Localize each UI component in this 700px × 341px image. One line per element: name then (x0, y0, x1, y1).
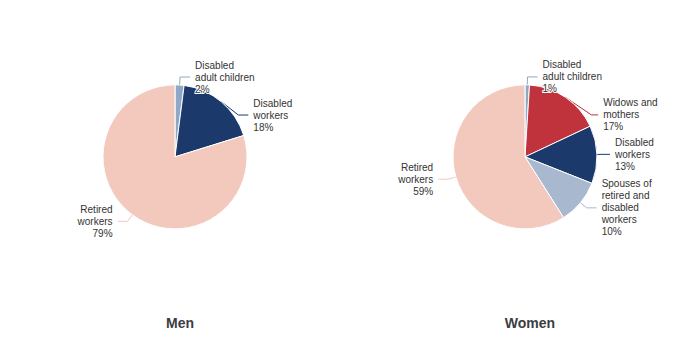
svg-text:Disabled: Disabled (543, 59, 582, 70)
svg-text:Widows and: Widows and (603, 97, 657, 108)
svg-text:2%: 2% (195, 84, 210, 95)
svg-text:Men: Men (166, 315, 194, 331)
svg-text:Retired: Retired (401, 162, 433, 173)
svg-text:Disabled: Disabled (615, 137, 654, 148)
svg-text:Disabled: Disabled (253, 98, 292, 109)
svg-text:1%: 1% (543, 83, 558, 94)
svg-text:59%: 59% (413, 186, 433, 197)
svg-text:Retired: Retired (80, 204, 112, 215)
svg-text:workers: workers (614, 149, 650, 160)
svg-text:workers: workers (77, 216, 113, 227)
svg-text:adult children: adult children (543, 71, 602, 82)
svg-text:13%: 13% (615, 161, 635, 172)
svg-text:17%: 17% (603, 121, 623, 132)
svg-text:workers: workers (252, 110, 288, 121)
svg-text:18%: 18% (253, 122, 273, 133)
svg-text:Disabled: Disabled (195, 60, 234, 71)
svg-text:workers: workers (397, 174, 433, 185)
svg-text:disabled: disabled (602, 202, 639, 213)
svg-text:Women: Women (505, 315, 555, 331)
svg-text:10%: 10% (602, 226, 622, 237)
svg-text:adult children: adult children (195, 72, 254, 83)
svg-text:retired and: retired and (602, 190, 650, 201)
svg-text:79%: 79% (93, 228, 113, 239)
svg-text:mothers: mothers (603, 109, 639, 120)
svg-text:Spouses of: Spouses of (602, 178, 652, 189)
svg-text:workers: workers (601, 214, 637, 225)
